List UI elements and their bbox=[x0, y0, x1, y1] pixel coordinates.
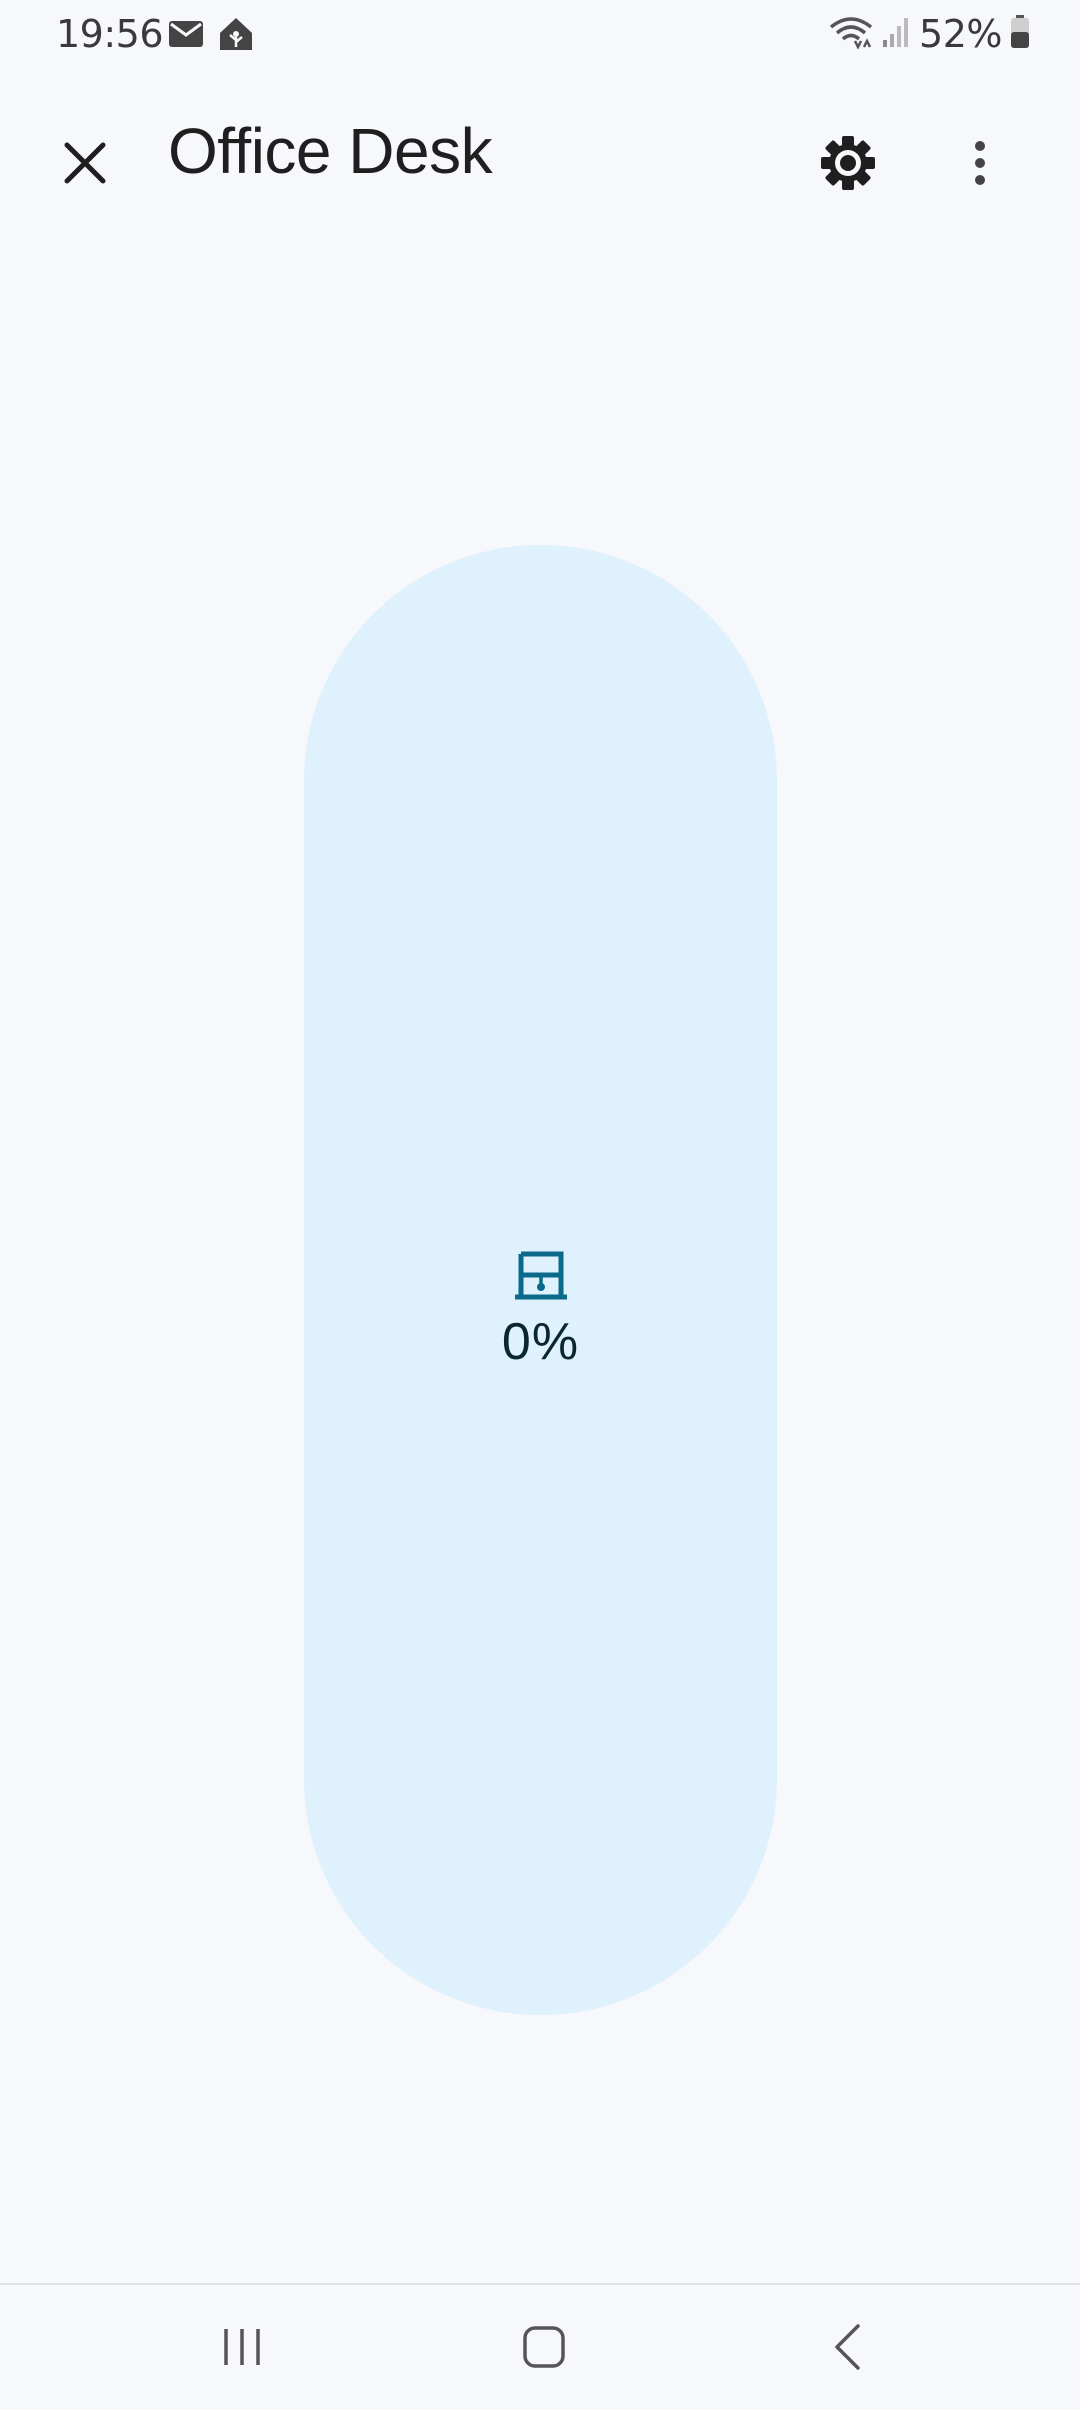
status-right: 52% bbox=[829, 12, 1030, 56]
cover-state: 0% bbox=[304, 1250, 777, 1372]
back-button[interactable] bbox=[787, 2307, 907, 2387]
signal-icon bbox=[881, 16, 911, 52]
status-bar: 19:56 bbox=[0, 0, 1080, 70]
battery-percent: 52% bbox=[919, 12, 1002, 56]
recent-apps-icon bbox=[224, 2329, 260, 2365]
cover-position-value: 0% bbox=[501, 1313, 580, 1371]
window-shade-icon bbox=[514, 1251, 567, 1300]
system-navigation-bar bbox=[0, 2283, 1080, 2410]
more-vert-icon bbox=[975, 141, 985, 185]
close-icon bbox=[64, 142, 106, 184]
mail-icon bbox=[168, 19, 204, 53]
page-title: Office Desk bbox=[168, 115, 493, 187]
wifi-icon bbox=[829, 15, 873, 53]
close-button[interactable] bbox=[40, 118, 130, 208]
home-button[interactable] bbox=[484, 2307, 604, 2387]
more-options-button[interactable] bbox=[935, 118, 1025, 208]
status-time: 19:56 bbox=[56, 12, 164, 56]
settings-button[interactable] bbox=[803, 118, 893, 208]
top-app-bar: Office Desk bbox=[0, 100, 1080, 210]
notification-icons bbox=[168, 16, 254, 56]
home-assistant-icon bbox=[218, 16, 254, 56]
back-icon bbox=[835, 2324, 860, 2370]
recent-apps-button[interactable] bbox=[182, 2307, 302, 2387]
cover-position-slider[interactable]: 0% bbox=[304, 545, 777, 2015]
gear-icon bbox=[821, 136, 875, 190]
battery-icon bbox=[1010, 15, 1030, 53]
home-icon bbox=[523, 2326, 565, 2368]
